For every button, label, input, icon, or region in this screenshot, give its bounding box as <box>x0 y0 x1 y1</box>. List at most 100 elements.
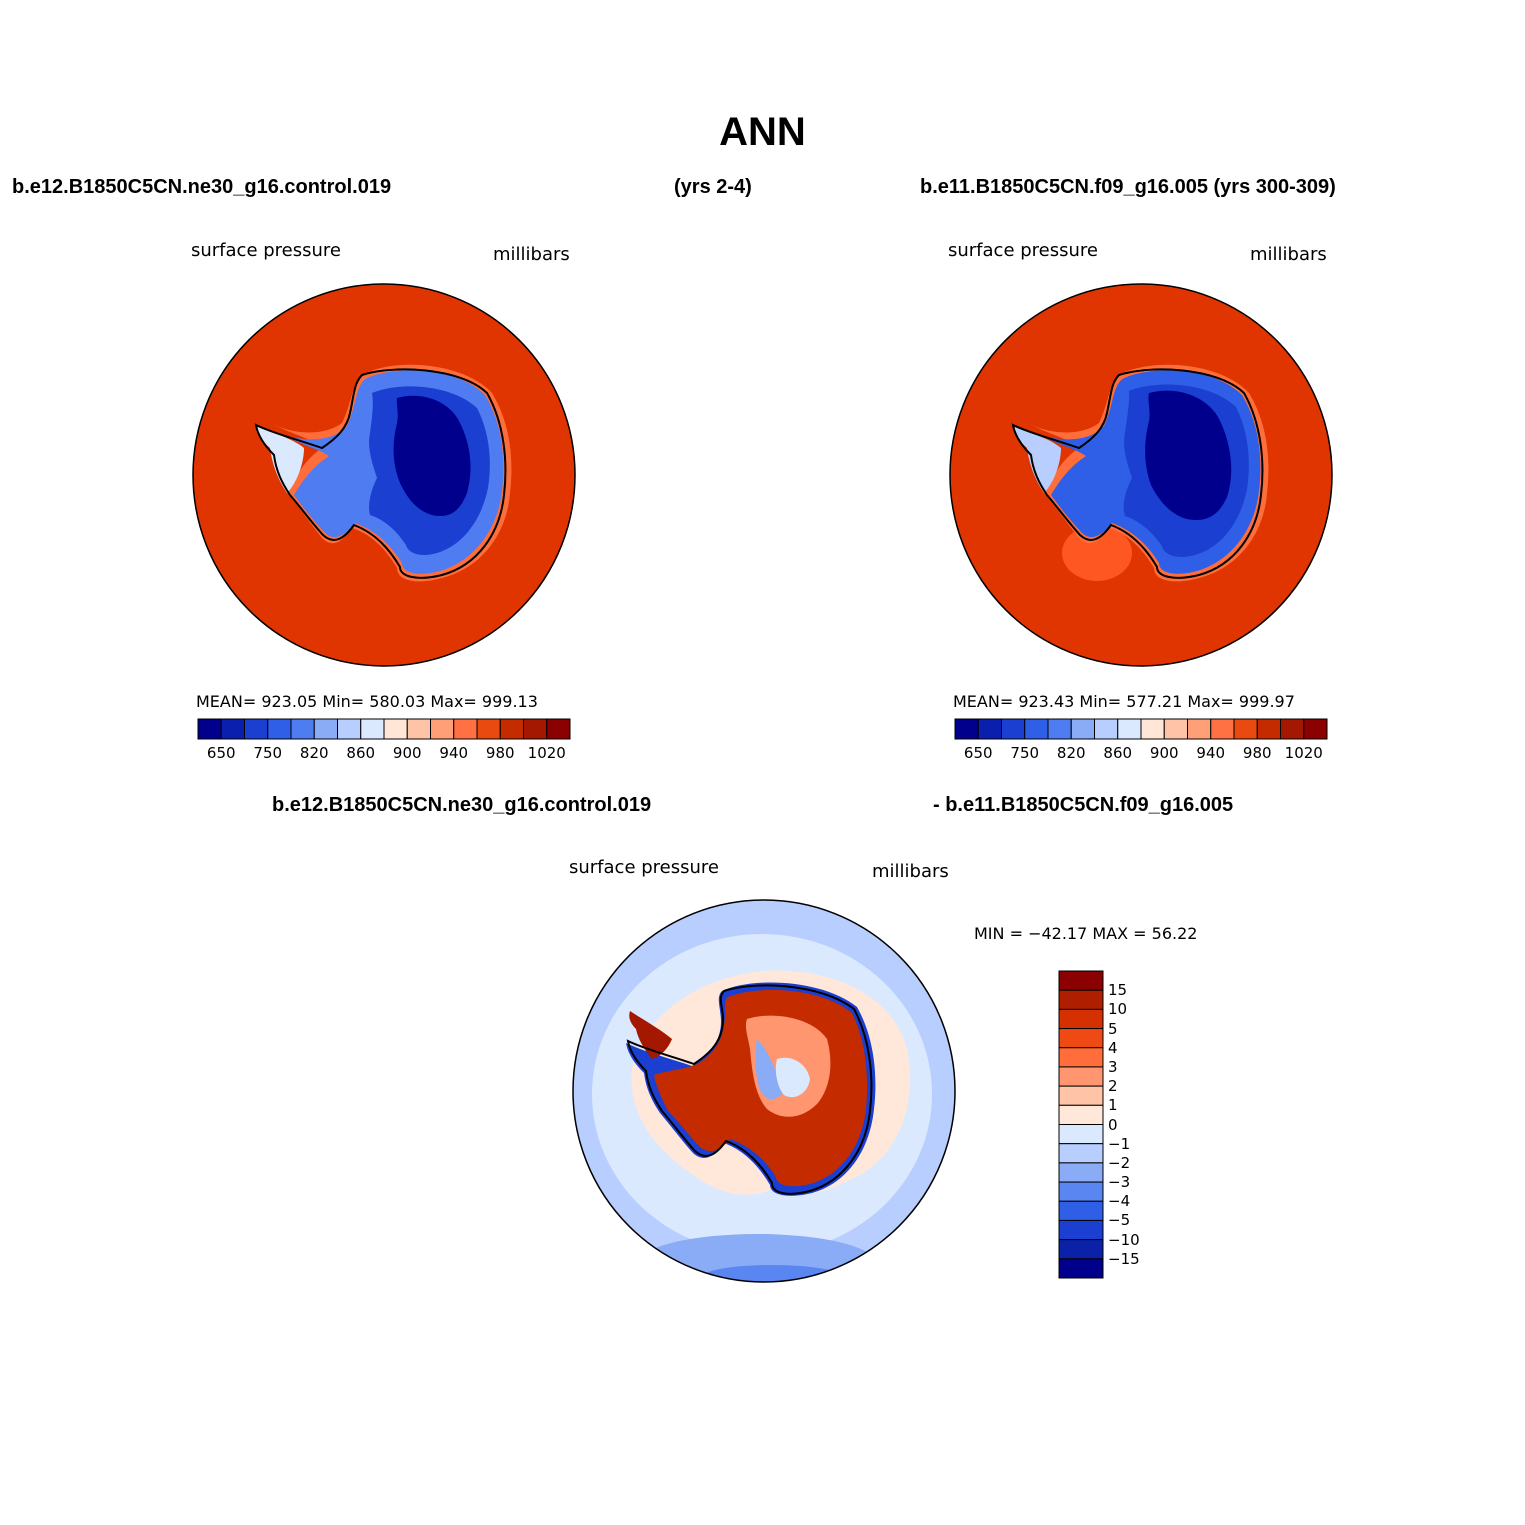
panel_right-colorbar-swatch <box>1280 718 1305 740</box>
diff-colorbar-swatch <box>1058 1239 1104 1260</box>
panel_left-colorbar-swatch <box>197 718 222 740</box>
diff-colorbar-label: −15 <box>1108 1249 1140 1268</box>
diff-polar-map <box>572 899 956 1283</box>
panel_left-colorbar-swatch <box>360 718 385 740</box>
diff-colorbar-label: 0 <box>1108 1115 1118 1134</box>
panel_left-colorbar-swatch <box>453 718 478 740</box>
diff-colorbar-label: 5 <box>1108 1019 1118 1038</box>
panel_right-colorbar-label: 980 <box>1242 744 1272 762</box>
page-title: ANN <box>719 110 806 154</box>
diff-units-label: millibars <box>872 861 949 882</box>
left-case-name: b.e12.B1850C5CN.ne30_g16.control.019 <box>12 176 392 198</box>
panel_right-colorbar-swatch <box>1070 718 1095 740</box>
right-colorbar <box>954 718 1328 740</box>
panel_left-colorbar-label: 940 <box>439 744 469 762</box>
panel_right-colorbar-swatch <box>1256 718 1281 740</box>
left-variable-label: surface pressure <box>191 240 341 261</box>
panel_right-colorbar-swatch <box>1210 718 1235 740</box>
diff-colorbar-swatch <box>1058 1181 1104 1202</box>
panel_left-colorbar-swatch <box>499 718 524 740</box>
diff-colorbar-label: −3 <box>1108 1173 1131 1192</box>
diff-colorbar-swatch <box>1058 1219 1104 1241</box>
panel_right-colorbar-label: 940 <box>1196 744 1226 762</box>
diff-colorbar-swatch <box>1058 1104 1104 1125</box>
right-units-label: millibars <box>1250 244 1327 265</box>
diff-colorbar-swatch <box>1058 1085 1104 1106</box>
panel_left-colorbar-swatch <box>220 718 245 740</box>
panel_right-colorbar-swatch <box>1047 718 1072 740</box>
diff-colorbar-swatch <box>1058 1008 1104 1030</box>
diff-colorbar-swatch <box>1058 1124 1104 1145</box>
diff-colorbar-label: 10 <box>1108 1000 1128 1019</box>
panel_left-colorbar-label: 650 <box>206 744 236 762</box>
panel_left-colorbar-label: 820 <box>299 744 329 762</box>
diff-colorbar-label: −1 <box>1108 1134 1131 1153</box>
diff-colorbar-label: 4 <box>1108 1038 1118 1057</box>
diff-bottom-deeper <box>702 1265 842 1282</box>
diff-colorbar-label: 2 <box>1108 1077 1118 1096</box>
diff-colorbar-swatch <box>1058 1066 1104 1087</box>
diff-colorbar <box>1058 970 1104 1279</box>
panel_right-colorbar-swatch <box>1117 718 1142 740</box>
panel_right-colorbar-swatch <box>1233 718 1258 740</box>
panel_left-colorbar-swatch <box>290 718 315 740</box>
left-continent-deep <box>393 395 471 517</box>
left-peninsula <box>256 425 304 493</box>
panel_right-colorbar-swatch <box>1163 718 1188 740</box>
panel_left-colorbar-swatch <box>406 718 431 740</box>
left-polar-map <box>192 283 576 667</box>
panel_left-colorbar-swatch <box>267 718 292 740</box>
diff-colorbar-label: −10 <box>1108 1230 1140 1249</box>
diff-colorbar-label: 1 <box>1108 1096 1118 1115</box>
right-stats: MEAN= 923.43 Min= 577.21 Max= 999.97 <box>953 692 1295 711</box>
panel_right-colorbar-swatch <box>977 718 1002 740</box>
diff-colorbar-label: −4 <box>1108 1192 1131 1211</box>
panel_right-colorbar-swatch <box>1140 718 1165 740</box>
panel_left-colorbar-swatch <box>313 718 338 740</box>
panel_left-colorbar-swatch <box>337 718 362 740</box>
panel_left-colorbar-swatch <box>476 718 501 740</box>
diff-case-b: - b.e11.B1850C5CN.f09_g16.005 <box>933 794 1234 816</box>
panel_left-colorbar-label: 750 <box>253 744 283 762</box>
diff-colorbar-swatch <box>1058 1200 1104 1221</box>
left-units-label: millibars <box>493 244 570 265</box>
diff-colorbar-swatch <box>1058 989 1104 1010</box>
diff-colorbar-swatch <box>1058 1143 1104 1164</box>
panel_right-colorbar-label: 1020 <box>1284 744 1323 762</box>
panel_left-colorbar-label: 860 <box>346 744 376 762</box>
diff-coastline <box>626 984 873 1195</box>
diff-colorbar-swatch <box>1058 970 1104 991</box>
right-coastline <box>1011 368 1264 579</box>
panel_right-colorbar-label: 650 <box>963 744 993 762</box>
right-variable-label: surface pressure <box>948 240 1098 261</box>
left-coastline <box>254 368 507 579</box>
diff-case-a: b.e12.B1850C5CN.ne30_g16.control.019 <box>272 794 652 816</box>
panel_right-colorbar-swatch <box>1001 718 1026 740</box>
right-continent-deep <box>1145 390 1232 521</box>
diff-colorbar-label: 3 <box>1108 1057 1118 1076</box>
panel_left-colorbar-swatch <box>430 718 455 740</box>
diff-interior-blue-streak <box>755 1039 782 1100</box>
panel_right-colorbar-label: 900 <box>1149 744 1179 762</box>
panel_left-colorbar-swatch <box>244 718 269 740</box>
diff-colorbar-swatch <box>1058 1028 1104 1049</box>
diff-variable-label: surface pressure <box>569 857 719 878</box>
left-stats: MEAN= 923.05 Min= 580.03 Max= 999.13 <box>196 692 538 711</box>
diff-bottom-blue <box>637 1234 877 1282</box>
panel_right-colorbar-label: 750 <box>1010 744 1040 762</box>
panel_right-colorbar-swatch <box>1187 718 1212 740</box>
diff-colorbar-swatch <box>1058 1162 1104 1183</box>
diff-peninsula-red <box>629 1011 672 1059</box>
left-years: (yrs 2-4) <box>674 176 752 198</box>
panel_right-colorbar-label: 860 <box>1103 744 1133 762</box>
panel_left-colorbar-label: 900 <box>392 744 422 762</box>
left-colorbar <box>197 718 571 740</box>
panel_right-colorbar-label: 820 <box>1056 744 1086 762</box>
panel_left-colorbar-swatch <box>383 718 408 740</box>
panel_right-colorbar-swatch <box>1094 718 1119 740</box>
diff-colorbar-label: 15 <box>1108 981 1128 1000</box>
panel_right-colorbar-swatch <box>1303 718 1328 740</box>
diff-colorbar-swatch <box>1058 1258 1104 1279</box>
diff-colorbar-label: −5 <box>1108 1211 1131 1230</box>
panel_right-colorbar-swatch <box>1024 718 1049 740</box>
